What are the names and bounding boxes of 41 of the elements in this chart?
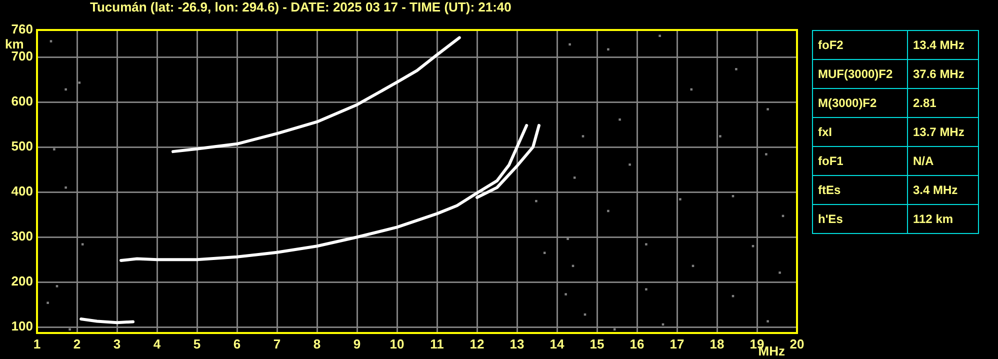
x-tick-label: 6 <box>233 336 241 352</box>
text: foF1 <box>812 146 908 176</box>
text: 13.4 MHz <box>908 30 978 60</box>
x-tick-label: 10 <box>390 336 404 352</box>
x-tick-label: 3 <box>113 336 121 352</box>
y-tick-label: 600 <box>11 94 33 109</box>
chart-title: Tucumán (lat: -26.9, lon: 294.6) - DATE: 2025 03 17 - TIME (UT): 21:40 <box>90 0 512 15</box>
x-tick-label: 9 <box>353 336 361 352</box>
text: 3.4 MHz <box>908 176 978 204</box>
text: 37.6 MHz <box>908 60 978 88</box>
y-tick-label: 300 <box>11 228 33 244</box>
x-tick-label: 1 <box>33 336 41 352</box>
x-tick-label: 13 <box>510 336 524 352</box>
text: 112 km <box>908 204 978 234</box>
text: h'Es <box>812 204 908 234</box>
text: N/A <box>908 146 978 176</box>
text: foF2 <box>812 30 908 60</box>
x-tick-label: 15 <box>590 336 604 352</box>
text: ftEs <box>812 176 908 204</box>
text: 2.81 <box>908 88 978 118</box>
y-tick-label: 760 <box>11 22 33 37</box>
x-tick-label: 2 <box>73 336 81 352</box>
text: M(3000)F2 <box>812 88 908 118</box>
x-tick-label: 5 <box>193 336 201 352</box>
y-tick-label: 400 <box>11 184 33 199</box>
x-tick-label: 11 <box>430 336 444 352</box>
text: MUF(3000)F2 <box>812 60 908 88</box>
x-tick-label: 14 <box>550 336 565 352</box>
text: fxI <box>812 118 908 146</box>
x-tick-label: 17 <box>670 336 684 352</box>
y-tick-label: 200 <box>11 274 33 289</box>
x-tick-label: 16 <box>630 336 644 352</box>
x-tick-label: 7 <box>273 336 281 352</box>
x-tick-label: 4 <box>153 336 162 352</box>
y-tick-label: 500 <box>11 138 33 154</box>
y-tick-label: 100 <box>11 318 33 334</box>
x-tick-label: 8 <box>313 336 321 352</box>
x-tick-label: 20 <box>790 336 804 352</box>
x-tick-label: 12 <box>470 336 484 352</box>
text: 13.7 MHz <box>908 118 978 146</box>
x-tick-label: 18 <box>710 336 724 352</box>
